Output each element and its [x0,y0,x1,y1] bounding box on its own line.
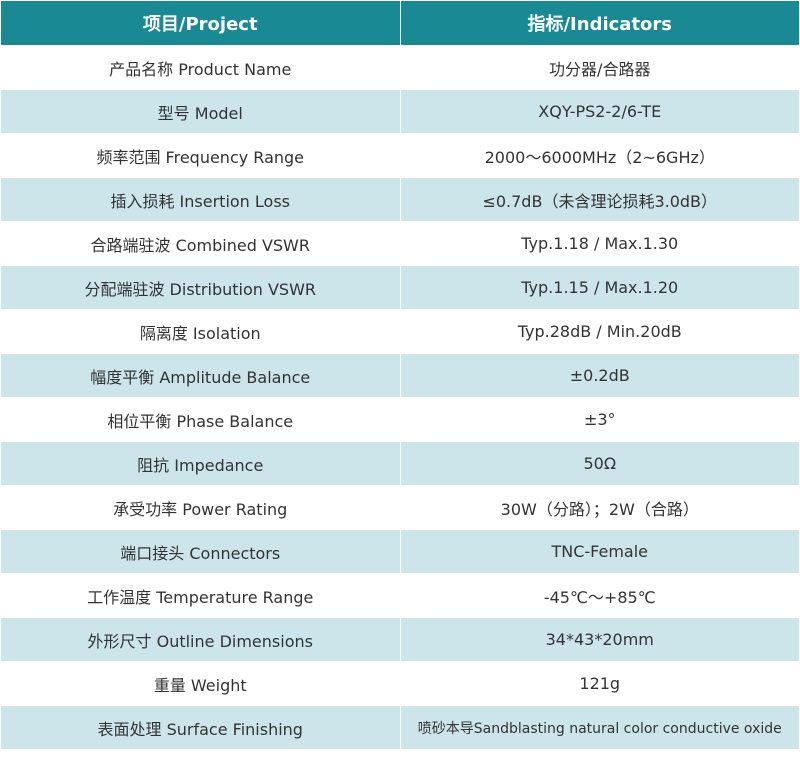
indicator-cell: Typ.1.15 / Max.1.20 [399,265,800,310]
table-row: 端口接头 Connectors TNC-Female [0,529,800,574]
project-cell: 产品名称 Product Name [0,45,401,90]
project-cell: 插入损耗 Insertion Loss [0,177,401,222]
table-row: 相位平衡 Phase Balance ±3° [0,397,800,442]
indicator-cell: Typ.28dB / Min.20dB [399,309,800,354]
indicator-cell: 功分器/合路器 [399,45,800,90]
spec-table: 项目/Project 指标/Indicators 产品名称 Product Na… [0,0,800,750]
header-project: 项目/Project [0,0,401,46]
table-row: 型号 Model XQY-PS2-2/6-TE [0,89,800,134]
indicator-cell: 30W（分路）；2W（合路） [399,485,800,530]
project-cell: 重量 Weight [0,661,401,706]
table-row: 工作温度 Temperature Range -45℃～+85℃ [0,573,800,618]
indicator-cell: XQY-PS2-2/6-TE [399,89,800,134]
header-indicators: 指标/Indicators [399,0,800,46]
indicator-cell: 121g [399,661,800,706]
project-cell: 分配端驻波 Distribution VSWR [0,265,401,310]
indicator-cell: TNC-Female [399,529,800,574]
project-cell: 型号 Model [0,89,401,134]
project-cell: 相位平衡 Phase Balance [0,397,401,442]
project-cell: 隔离度 Isolation [0,309,401,354]
indicator-cell: 喷砂本导Sandblasting natural color conductiv… [399,705,800,750]
project-cell: 频率范围 Frequency Range [0,133,401,178]
project-cell: 承受功率 Power Rating [0,485,401,530]
table-row: 承受功率 Power Rating 30W（分路）；2W（合路） [0,485,800,530]
indicator-cell: ±0.2dB [399,353,800,398]
table-row: 隔离度 Isolation Typ.28dB / Min.20dB [0,309,800,354]
indicator-cell: ≤0.7dB（未含理论损耗3.0dB） [399,177,800,222]
table-row: 重量 Weight 121g [0,661,800,706]
project-cell: 表面处理 Surface Finishing [0,705,401,750]
table-row: 产品名称 Product Name 功分器/合路器 [0,45,800,90]
project-cell: 阻抗 Impedance [0,441,401,486]
indicator-cell: ±3° [399,397,800,442]
table-row: 合路端驻波 Combined VSWR Typ.1.18 / Max.1.30 [0,221,800,266]
project-cell: 幅度平衡 Amplitude Balance [0,353,401,398]
table-row: 频率范围 Frequency Range 2000～6000MHz（2~6GHz） [0,133,800,178]
project-cell: 工作温度 Temperature Range [0,573,401,618]
project-cell: 合路端驻波 Combined VSWR [0,221,401,266]
table-row: 分配端驻波 Distribution VSWR Typ.1.15 / Max.1.… [0,265,800,310]
indicator-cell: 34*43*20mm [399,617,800,662]
indicator-cell: 2000～6000MHz（2~6GHz） [399,133,800,178]
project-cell: 端口接头 Connectors [0,529,401,574]
indicator-cell: Typ.1.18 / Max.1.30 [399,221,800,266]
table-row: 外形尺寸 Outline Dimensions 34*43*20mm [0,617,800,662]
table-row: 幅度平衡 Amplitude Balance ±0.2dB [0,353,800,398]
header-row: 项目/Project 指标/Indicators [0,0,800,46]
table-row: 表面处理 Surface Finishing 喷砂本导Sandblasting n… [0,705,800,750]
indicator-cell: -45℃～+85℃ [399,573,800,618]
indicator-cell: 50Ω [399,441,800,486]
project-cell: 外形尺寸 Outline Dimensions [0,617,401,662]
table-row: 阻抗 Impedance 50Ω [0,441,800,486]
table-row: 插入损耗 Insertion Loss ≤0.7dB（未含理论损耗3.0dB） [0,177,800,222]
